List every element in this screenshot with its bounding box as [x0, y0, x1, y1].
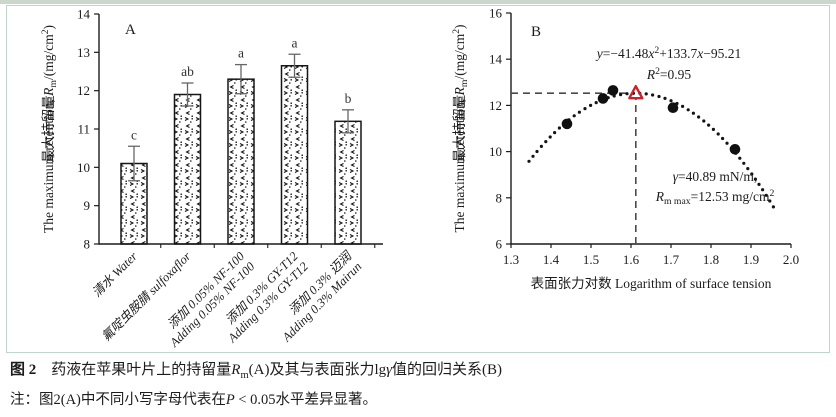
y-tick-label: 10 [489, 144, 502, 159]
y-tick-label: 8 [496, 190, 503, 205]
y-tick-label: 12 [489, 98, 502, 113]
point-2 [607, 85, 619, 96]
x-tick-label: 1.7 [663, 252, 680, 267]
caption-title: 图 2 药液在苹果叶片上的持留量Rm(A)及其与表面张力lgγ值的回归关系(B) [10, 362, 503, 381]
sig-letter-4: b [345, 91, 352, 106]
y-axis-title: 最大持留量The maximum retention, Rm/(mg/cm2) [40, 25, 59, 233]
page-top-strip [0, 0, 836, 4]
x-tick-label: 2.0 [783, 252, 799, 267]
x-axis-title: 表面张力对数 Logarithm of surface tension [531, 276, 772, 291]
sig-letter-1: ab [181, 64, 194, 79]
bar-1 [173, 93, 202, 245]
fit-equation: y=−41.48x2+133.7x−95.21 [595, 45, 741, 61]
point-4 [729, 143, 741, 155]
y-tick-label: 8 [84, 237, 91, 252]
r-squared: R2=0.95 [646, 66, 692, 82]
panel-label-a: A [125, 22, 136, 38]
point-0 [561, 118, 573, 130]
x-tick-label: 1.3 [503, 252, 519, 267]
y-tick-label: 6 [496, 237, 503, 252]
y-tick-label: 9 [84, 198, 91, 213]
y-tick-label: 16 [489, 6, 503, 21]
figure-caption: 图 2 药液在苹果叶片上的持留量Rm(A)及其与表面张力lgγ值的回归关系(B)… [10, 358, 830, 412]
sig-letter-2: a [238, 46, 244, 61]
point-3 [667, 102, 679, 114]
panel-b-scatter-chart: 6 8 10 12 14 16 1.3 1.4 1.5 1.6 1.7 1.8 1.9 2.0 y=−41.… [451, 6, 799, 291]
x-tick-label: 1.6 [623, 252, 640, 267]
vertex-triangle-marker [628, 84, 644, 100]
y-tick-label: 11 [77, 122, 90, 137]
panel-label-b: B [531, 24, 541, 40]
sig-letter-3: a [292, 35, 298, 50]
bar-2 [227, 78, 255, 245]
x-tick-label: 1.9 [743, 252, 759, 267]
y-tick-label: 12 [77, 83, 90, 98]
y-tick-label: 13 [77, 45, 90, 60]
x-tick-label: 1.8 [703, 252, 719, 267]
figure-frame: 8 9 10 11 12 13 14 c ab a a b 清水 Water 氟啶虫胺腈 sulfoxaf… [6, 5, 830, 353]
y-tick-label: 10 [77, 160, 90, 175]
sig-letter-0: c [131, 127, 137, 142]
bar-3 [280, 65, 309, 245]
panel-b-plot: 6 8 10 12 14 16 1.3 1.4 1.5 1.6 1.7 1.8 1.9 2.0 y=−41.… [489, 6, 799, 291]
x-tick-label: 1.4 [543, 252, 560, 267]
x-category-label-0: 清水 Water [90, 249, 141, 300]
bar-4 [334, 120, 362, 245]
y-tick-label: 14 [77, 7, 91, 22]
annotation-gamma: γ=40.89 mN/m, [673, 169, 758, 184]
y-tick-label: 14 [489, 52, 503, 67]
caption-note: 注：图2(A)中不同小写字母代表在P < 0.05水平差异显著。 [10, 392, 378, 408]
point-1 [597, 93, 609, 104]
x-tick-label: 1.5 [583, 252, 599, 267]
y-axis-title: 最大持留量The maximum retention, Rm/(mg/cm2) [451, 24, 470, 232]
data-points [561, 85, 741, 155]
annotation-rmax: Rm max=12.53 mg/cm2 [655, 188, 775, 207]
